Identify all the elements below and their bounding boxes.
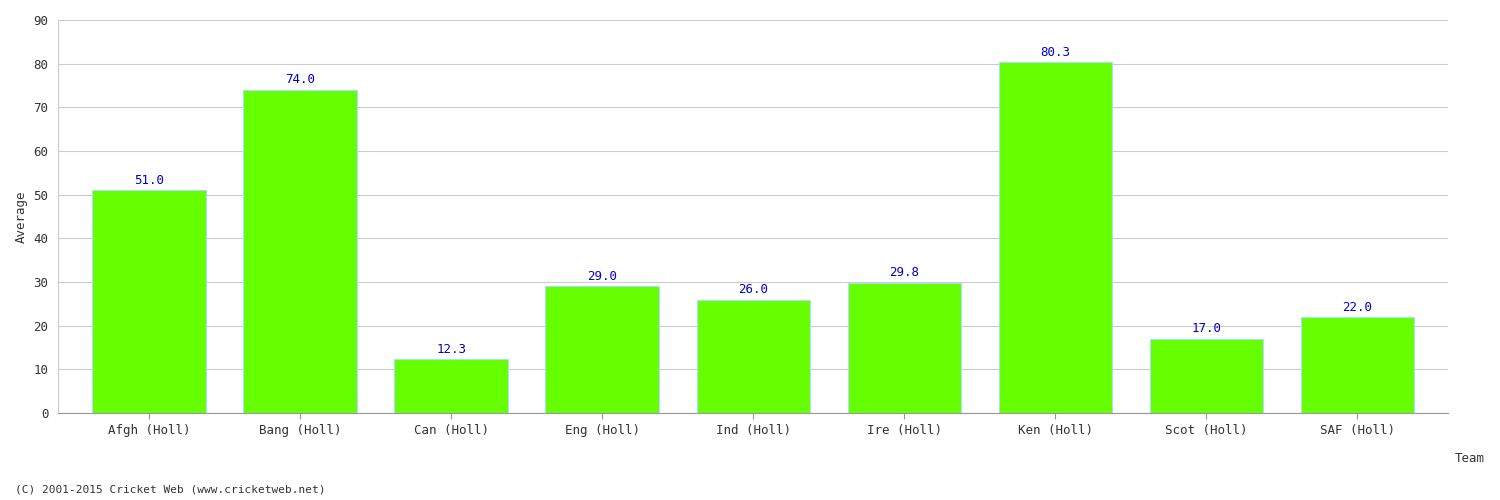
- Text: 74.0: 74.0: [285, 74, 315, 86]
- Bar: [1149, 339, 1263, 413]
- Text: (C) 2001-2015 Cricket Web (www.cricketweb.net): (C) 2001-2015 Cricket Web (www.cricketwe…: [15, 485, 326, 495]
- Text: 17.0: 17.0: [1191, 322, 1221, 336]
- Bar: [1300, 317, 1414, 413]
- Bar: [546, 286, 658, 413]
- Text: 80.3: 80.3: [1041, 46, 1071, 59]
- Bar: [999, 62, 1112, 413]
- Bar: [394, 360, 507, 413]
- Text: 29.0: 29.0: [586, 270, 616, 283]
- Bar: [93, 190, 206, 413]
- Text: 51.0: 51.0: [134, 174, 164, 187]
- Bar: [847, 283, 962, 413]
- Bar: [243, 90, 357, 413]
- Text: 12.3: 12.3: [436, 343, 466, 356]
- Text: 26.0: 26.0: [738, 283, 768, 296]
- Y-axis label: Average: Average: [15, 190, 28, 243]
- Bar: [696, 300, 810, 413]
- Text: 22.0: 22.0: [1342, 300, 1372, 314]
- Text: 29.8: 29.8: [890, 266, 920, 280]
- Text: Team: Team: [1455, 452, 1485, 465]
